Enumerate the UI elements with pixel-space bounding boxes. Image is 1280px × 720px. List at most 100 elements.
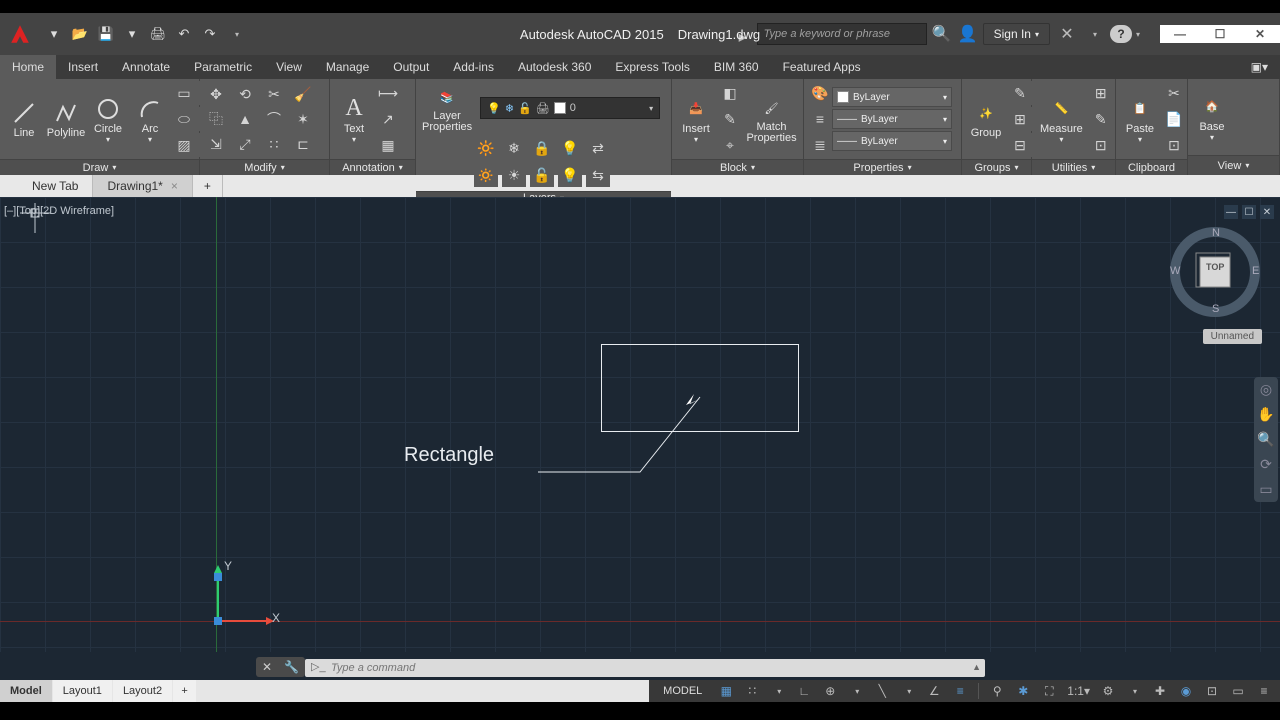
tab-addins[interactable]: Add-ins bbox=[441, 55, 506, 79]
isolate-icon[interactable]: ⊡ bbox=[1200, 681, 1224, 701]
tab-bim360[interactable]: BIM 360 bbox=[702, 55, 771, 79]
layout-2[interactable]: Layout2 bbox=[113, 680, 173, 702]
group-button[interactable]: ✨Group bbox=[966, 95, 1006, 143]
tab-a360[interactable]: Autodesk 360 bbox=[506, 55, 603, 79]
osnap-icon[interactable]: ╲ bbox=[870, 681, 894, 701]
cmd-history-icon[interactable]: ▲ bbox=[972, 662, 981, 672]
explode-icon[interactable]: ✶ bbox=[291, 107, 315, 131]
measure-button[interactable]: 📏Measure▾ bbox=[1036, 91, 1087, 148]
lineweight-dropdown[interactable]: ——ByLayer▾ bbox=[832, 109, 952, 129]
offset-icon[interactable]: ⊏ bbox=[291, 132, 315, 156]
hardware-icon[interactable]: ◉ bbox=[1174, 681, 1198, 701]
help-icon[interactable]: ? bbox=[1110, 25, 1132, 43]
new-icon[interactable]: ▾ bbox=[44, 24, 64, 44]
paste-button[interactable]: 📋Paste▾ bbox=[1120, 91, 1160, 148]
help-search[interactable]: Type a keyword or phrase bbox=[757, 23, 927, 45]
tab-view[interactable]: View bbox=[264, 55, 314, 79]
close-tab-icon[interactable]: × bbox=[171, 179, 178, 193]
color-dropdown[interactable]: ByLayer▾ bbox=[832, 87, 952, 107]
tab-home[interactable]: Home bbox=[0, 55, 56, 79]
undo-icon[interactable]: ↶ bbox=[174, 24, 194, 44]
dim-icon[interactable]: ⟼ bbox=[376, 81, 400, 105]
autoscale-icon[interactable]: ⛶ bbox=[1037, 681, 1061, 701]
cleanscreen-icon[interactable]: ▭ bbox=[1226, 681, 1250, 701]
exchange-caret[interactable]: ▾ bbox=[1084, 30, 1106, 39]
tab-focus[interactable]: ▣▾ bbox=[1239, 55, 1280, 79]
tab-insert[interactable]: Insert bbox=[56, 55, 110, 79]
saveas-icon[interactable]: ▾ bbox=[122, 24, 142, 44]
erase-icon[interactable]: 🧹 bbox=[291, 82, 315, 106]
linetype-dropdown[interactable]: ——ByLayer▾ bbox=[832, 131, 952, 151]
tab-express[interactable]: Express Tools bbox=[603, 55, 701, 79]
grid-toggle-icon[interactable]: ▦ bbox=[714, 681, 738, 701]
hatch-icon[interactable]: ▨ bbox=[172, 133, 196, 157]
scale-icon[interactable]: ⤢ bbox=[233, 132, 257, 156]
layout-1[interactable]: Layout1 bbox=[53, 680, 113, 702]
ws-icon[interactable]: ⚙ bbox=[1096, 681, 1120, 701]
trim-icon[interactable]: ✂ bbox=[262, 82, 286, 106]
mirror-icon[interactable]: ▲ bbox=[233, 107, 257, 131]
attr-icon[interactable]: ⌖ bbox=[718, 133, 742, 157]
move-icon[interactable]: ✥ bbox=[204, 82, 228, 106]
minimize-button[interactable]: — bbox=[1160, 25, 1200, 43]
tab-parametric[interactable]: Parametric bbox=[182, 55, 264, 79]
maximize-button[interactable]: ☐ bbox=[1200, 25, 1240, 43]
leader-icon[interactable]: ↗ bbox=[376, 107, 400, 131]
redo-icon[interactable]: ↷ bbox=[200, 24, 220, 44]
text-button[interactable]: AText▾ bbox=[334, 91, 374, 148]
create-block-icon[interactable]: ◧ bbox=[718, 81, 742, 105]
insert-button[interactable]: 📥Insert▾ bbox=[676, 91, 716, 148]
layer-dropdown[interactable]: 💡❄🔓🖨0▾ bbox=[480, 97, 660, 119]
layerprops-button[interactable]: 📚Layer Properties bbox=[420, 83, 474, 133]
monitor-icon[interactable]: ✚ bbox=[1148, 681, 1172, 701]
scale-display[interactable]: 1:1 ▾ bbox=[1063, 681, 1094, 701]
arc-button[interactable]: Arc▾ bbox=[130, 91, 170, 148]
annoscale-icon[interactable]: ⚲ bbox=[985, 681, 1009, 701]
command-line[interactable]: ✕ 🔧 ▷_ ▲ bbox=[256, 656, 985, 678]
color-icon[interactable]: 🎨 bbox=[808, 81, 832, 105]
edit-block-icon[interactable]: ✎ bbox=[718, 107, 742, 131]
ortho-icon[interactable]: ∟ bbox=[792, 681, 816, 701]
app-logo[interactable] bbox=[6, 20, 34, 48]
doc-tab-new[interactable]: New Tab bbox=[18, 175, 93, 197]
help-caret[interactable]: ▾ bbox=[1136, 30, 1148, 39]
ellipse-icon[interactable]: ⬭ bbox=[172, 107, 196, 131]
command-input[interactable] bbox=[305, 659, 985, 677]
fillet-icon[interactable]: ⌒ bbox=[262, 107, 286, 131]
annovisibility-icon[interactable]: ✱ bbox=[1011, 681, 1035, 701]
polar-icon[interactable]: ⊕ bbox=[818, 681, 842, 701]
matchprops-button[interactable]: 🖌Match Properties bbox=[744, 90, 799, 148]
polyline-button[interactable]: Polyline bbox=[46, 95, 86, 143]
cmd-config-icon[interactable]: 🔧 bbox=[278, 660, 305, 674]
signin-button[interactable]: Sign In▾ bbox=[983, 23, 1050, 45]
layout-model[interactable]: Model bbox=[0, 680, 53, 702]
array-icon[interactable]: ∷ bbox=[262, 132, 286, 156]
drawing-canvas[interactable]: [–][Top][2D Wireframe] —☐✕ TOP N S W E U… bbox=[0, 197, 1280, 652]
base-button[interactable]: 🏠Base▾ bbox=[1192, 89, 1232, 146]
table-icon[interactable]: ▦ bbox=[376, 133, 400, 157]
new-tab-button[interactable]: + bbox=[193, 175, 223, 197]
customize-icon[interactable]: ≡ bbox=[1252, 681, 1276, 701]
line-button[interactable]: Line bbox=[4, 95, 44, 143]
tab-annotate[interactable]: Annotate bbox=[110, 55, 182, 79]
exchange-icon[interactable]: ✕ bbox=[1054, 24, 1080, 44]
tab-manage[interactable]: Manage bbox=[314, 55, 381, 79]
rectangle-icon[interactable]: ▭ bbox=[172, 81, 196, 105]
snap-toggle-icon[interactable]: ∷ bbox=[740, 681, 764, 701]
circle-button[interactable]: Circle▾ bbox=[88, 91, 128, 148]
layer-iso-icon[interactable]: 🔆 bbox=[474, 136, 498, 160]
tab-featured[interactable]: Featured Apps bbox=[771, 55, 873, 79]
plot-icon[interactable]: 🖨 bbox=[148, 24, 168, 44]
new-layout-button[interactable]: + bbox=[173, 680, 197, 702]
close-button[interactable]: ✕ bbox=[1240, 25, 1280, 43]
doc-tab-drawing1[interactable]: Drawing1*× bbox=[93, 175, 192, 197]
save-icon[interactable]: 💾 bbox=[96, 24, 116, 44]
sb-model-label[interactable]: MODEL bbox=[653, 685, 712, 697]
rotate-icon[interactable]: ⟲ bbox=[233, 82, 257, 106]
copy-icon[interactable]: ⿻ bbox=[204, 107, 228, 131]
qat-more-icon[interactable] bbox=[226, 24, 246, 44]
stretch-icon[interactable]: ⇲ bbox=[204, 132, 228, 156]
open-icon[interactable]: 📂 bbox=[70, 24, 90, 44]
tab-output[interactable]: Output bbox=[381, 55, 441, 79]
cmd-close-icon[interactable]: ✕ bbox=[256, 660, 278, 674]
